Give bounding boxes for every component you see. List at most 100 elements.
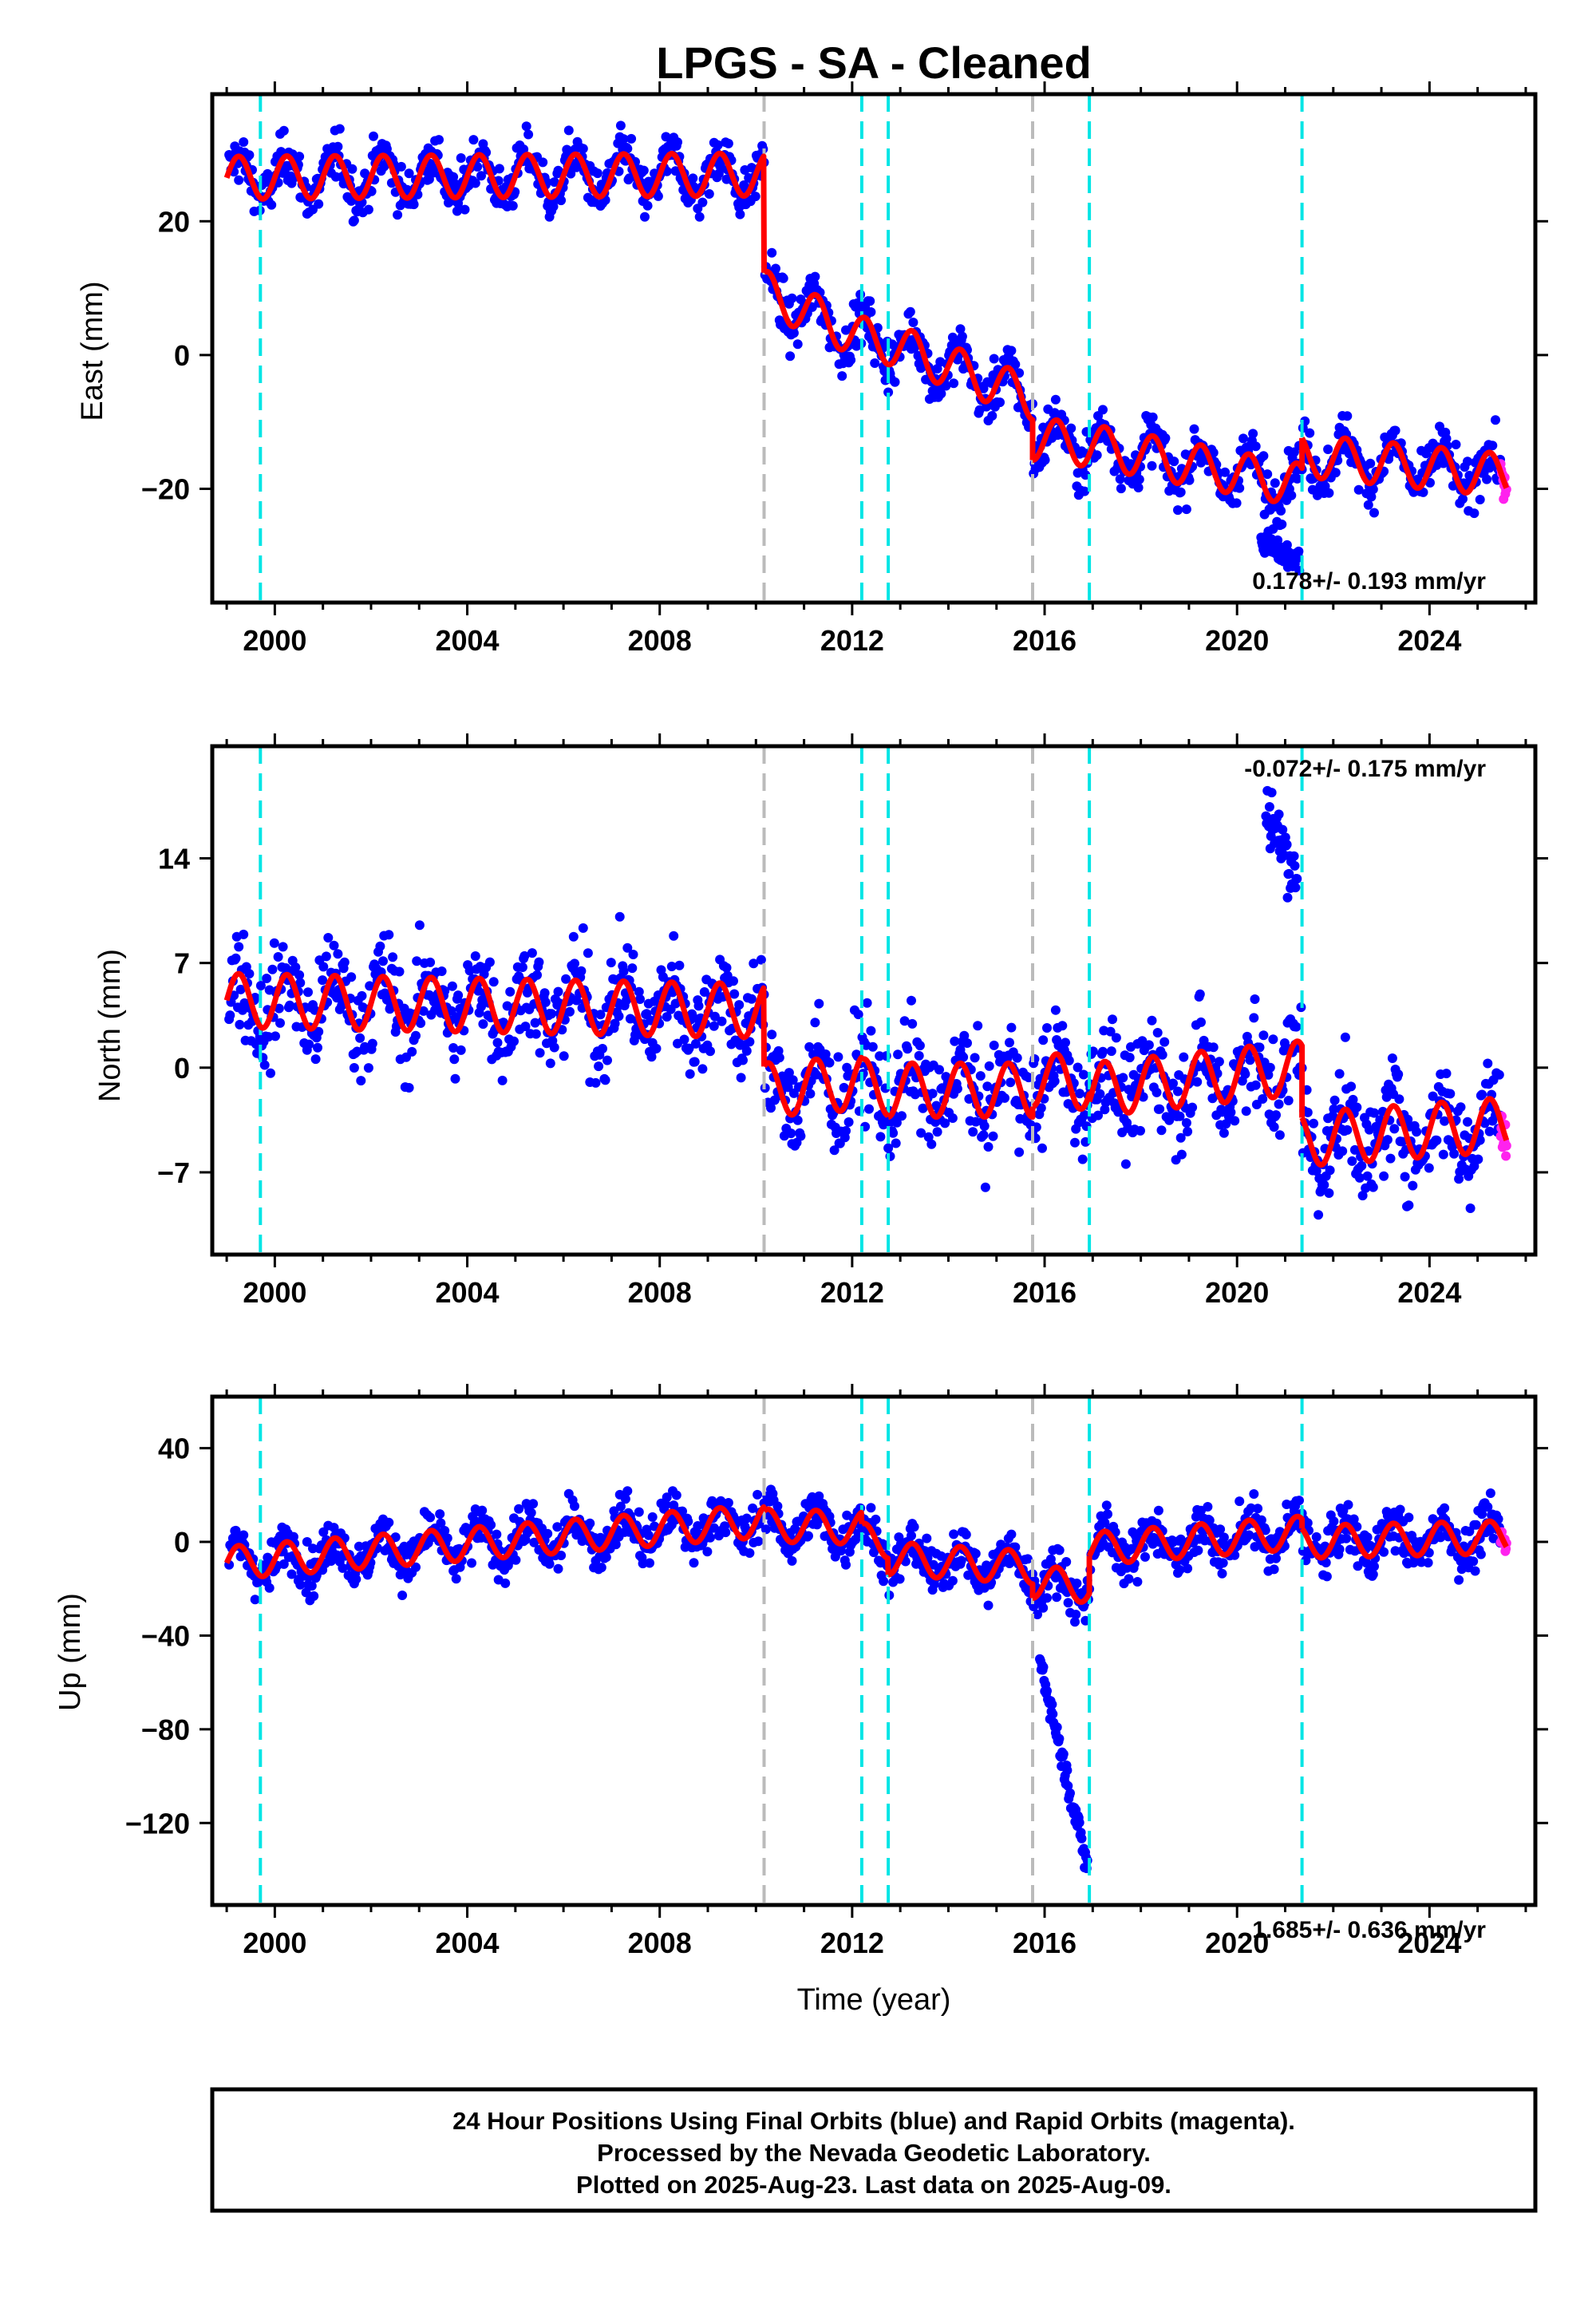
data-point: [955, 324, 966, 334]
data-point: [1274, 1099, 1284, 1109]
data-point: [1108, 1014, 1117, 1025]
data-point: [792, 339, 803, 350]
data-point: [600, 1075, 610, 1085]
data-point: [841, 1559, 851, 1570]
data-point: [810, 1018, 820, 1028]
data-point: [440, 1526, 450, 1535]
data-point: [1305, 428, 1315, 438]
data-point: [907, 1018, 918, 1029]
data-point: [1118, 1073, 1128, 1083]
data-point: [390, 1532, 401, 1543]
data-point: [1116, 484, 1126, 494]
data-point: [1147, 460, 1157, 471]
north-model-curve: [223, 970, 1510, 1168]
data-point: [895, 1574, 905, 1584]
data-point: [1349, 1514, 1359, 1524]
data-point: [1075, 1089, 1084, 1099]
data-point: [1323, 445, 1333, 454]
data-point: [704, 189, 714, 199]
data-point: [839, 1082, 849, 1093]
data-point: [1250, 1542, 1260, 1552]
x-tick-label: 2008: [628, 1276, 692, 1309]
data-point: [766, 1103, 776, 1113]
data-point: [1341, 1533, 1352, 1543]
data-point: [1404, 1512, 1414, 1523]
data-point: [627, 963, 638, 974]
data-point: [1473, 1154, 1483, 1164]
data-point: [736, 1073, 746, 1083]
data-point: [1064, 1055, 1074, 1065]
data-point: [1106, 1046, 1116, 1057]
data-point: [1485, 1488, 1495, 1498]
x-tick-label: 2024: [1397, 1276, 1461, 1309]
data-point: [1357, 1191, 1368, 1201]
data-point: [309, 1591, 319, 1601]
data-point: [888, 1128, 899, 1138]
data-point: [940, 1118, 950, 1128]
data-point: [1408, 1180, 1418, 1191]
data-point: [905, 306, 915, 317]
data-point: [497, 1075, 508, 1085]
data-point: [956, 1555, 966, 1566]
data-point: [635, 994, 645, 1004]
data-point: [1441, 433, 1452, 444]
data-point: [234, 942, 244, 952]
data-point: [1164, 1115, 1175, 1125]
data-point: [369, 131, 378, 141]
data-point: [1368, 1182, 1378, 1192]
data-point: [734, 1000, 745, 1010]
data-point: [1063, 1780, 1073, 1791]
data-point: [1152, 1087, 1162, 1097]
data-point: [1250, 994, 1260, 1004]
y-tick-label: −40: [141, 1619, 190, 1652]
data-point: [987, 411, 998, 421]
data-point: [1266, 788, 1277, 798]
data-point: [1038, 1662, 1049, 1672]
data-point: [1404, 1200, 1414, 1211]
data-point: [442, 1533, 452, 1543]
data-point: [1160, 433, 1171, 443]
data-point: [1440, 1503, 1450, 1513]
data-point: [749, 958, 759, 969]
data-point: [1077, 1833, 1087, 1844]
y-tick-label: −80: [141, 1713, 190, 1746]
data-point: [526, 1508, 536, 1518]
data-point: [1258, 1030, 1269, 1041]
up-axis-label: Up (mm): [53, 1593, 87, 1711]
data-point: [492, 1529, 502, 1539]
data-point: [1238, 433, 1248, 444]
y-tick-label: −20: [141, 473, 190, 506]
data-point: [517, 962, 527, 972]
data-point: [1101, 1500, 1112, 1511]
data-point: [1454, 1174, 1464, 1184]
data-point: [279, 1559, 289, 1569]
data-point: [745, 1548, 755, 1558]
data-point: [235, 1019, 245, 1030]
data-point: [1250, 441, 1261, 452]
data-point: [988, 1131, 998, 1141]
data-point: [661, 1500, 671, 1510]
data-point: [1192, 1077, 1203, 1087]
data-point: [1368, 1569, 1378, 1579]
data-point: [1077, 1154, 1088, 1164]
data-point: [875, 1051, 885, 1061]
data-point: [883, 1143, 894, 1153]
data-point: [1395, 1504, 1405, 1515]
footer-frame: [210, 2087, 1538, 2213]
data-point: [347, 164, 358, 174]
data-point: [349, 1063, 359, 1073]
data-point: [897, 1111, 907, 1121]
data-point: [295, 978, 306, 988]
data-point: [1263, 526, 1274, 536]
data-point: [1098, 405, 1108, 415]
data-point: [1050, 1005, 1061, 1015]
data-point: [748, 1503, 758, 1513]
data-point: [549, 1042, 559, 1053]
data-point: [570, 1501, 579, 1512]
data-point: [1066, 423, 1077, 433]
y-tick-label: 0: [174, 1526, 190, 1559]
data-point: [543, 1528, 553, 1539]
data-point: [472, 162, 483, 172]
data-point: [478, 1019, 488, 1030]
data-point: [1195, 989, 1205, 999]
